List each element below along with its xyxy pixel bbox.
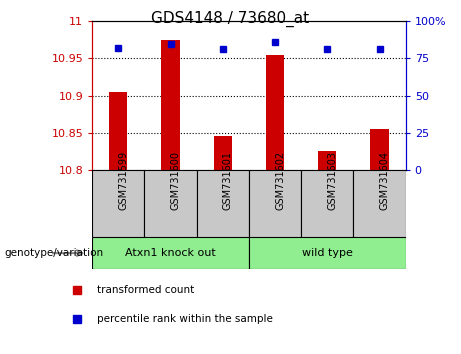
Bar: [92, 170, 144, 237]
Bar: [371, 129, 389, 170]
Text: percentile rank within the sample: percentile rank within the sample: [97, 314, 272, 324]
Text: GSM731603: GSM731603: [327, 150, 337, 210]
Text: GSM731601: GSM731601: [223, 150, 233, 210]
Bar: [249, 170, 301, 237]
Bar: [301, 170, 354, 237]
Bar: [249, 237, 406, 269]
Text: GSM731604: GSM731604: [379, 150, 390, 210]
Bar: [354, 170, 406, 237]
Text: GSM731602: GSM731602: [275, 150, 285, 210]
Bar: [92, 237, 249, 269]
Bar: [144, 170, 197, 237]
Text: GSM731599: GSM731599: [118, 150, 128, 210]
Text: wild type: wild type: [302, 248, 353, 258]
Text: Atxn1 knock out: Atxn1 knock out: [125, 248, 216, 258]
Bar: [109, 92, 127, 170]
Bar: [266, 55, 284, 170]
Text: genotype/variation: genotype/variation: [5, 248, 104, 258]
Bar: [318, 152, 337, 170]
Text: GDS4148 / 73680_at: GDS4148 / 73680_at: [151, 11, 310, 27]
Bar: [197, 170, 249, 237]
Bar: [213, 137, 232, 170]
Text: GSM731600: GSM731600: [171, 150, 181, 210]
Text: transformed count: transformed count: [97, 285, 194, 295]
Bar: [161, 40, 180, 170]
